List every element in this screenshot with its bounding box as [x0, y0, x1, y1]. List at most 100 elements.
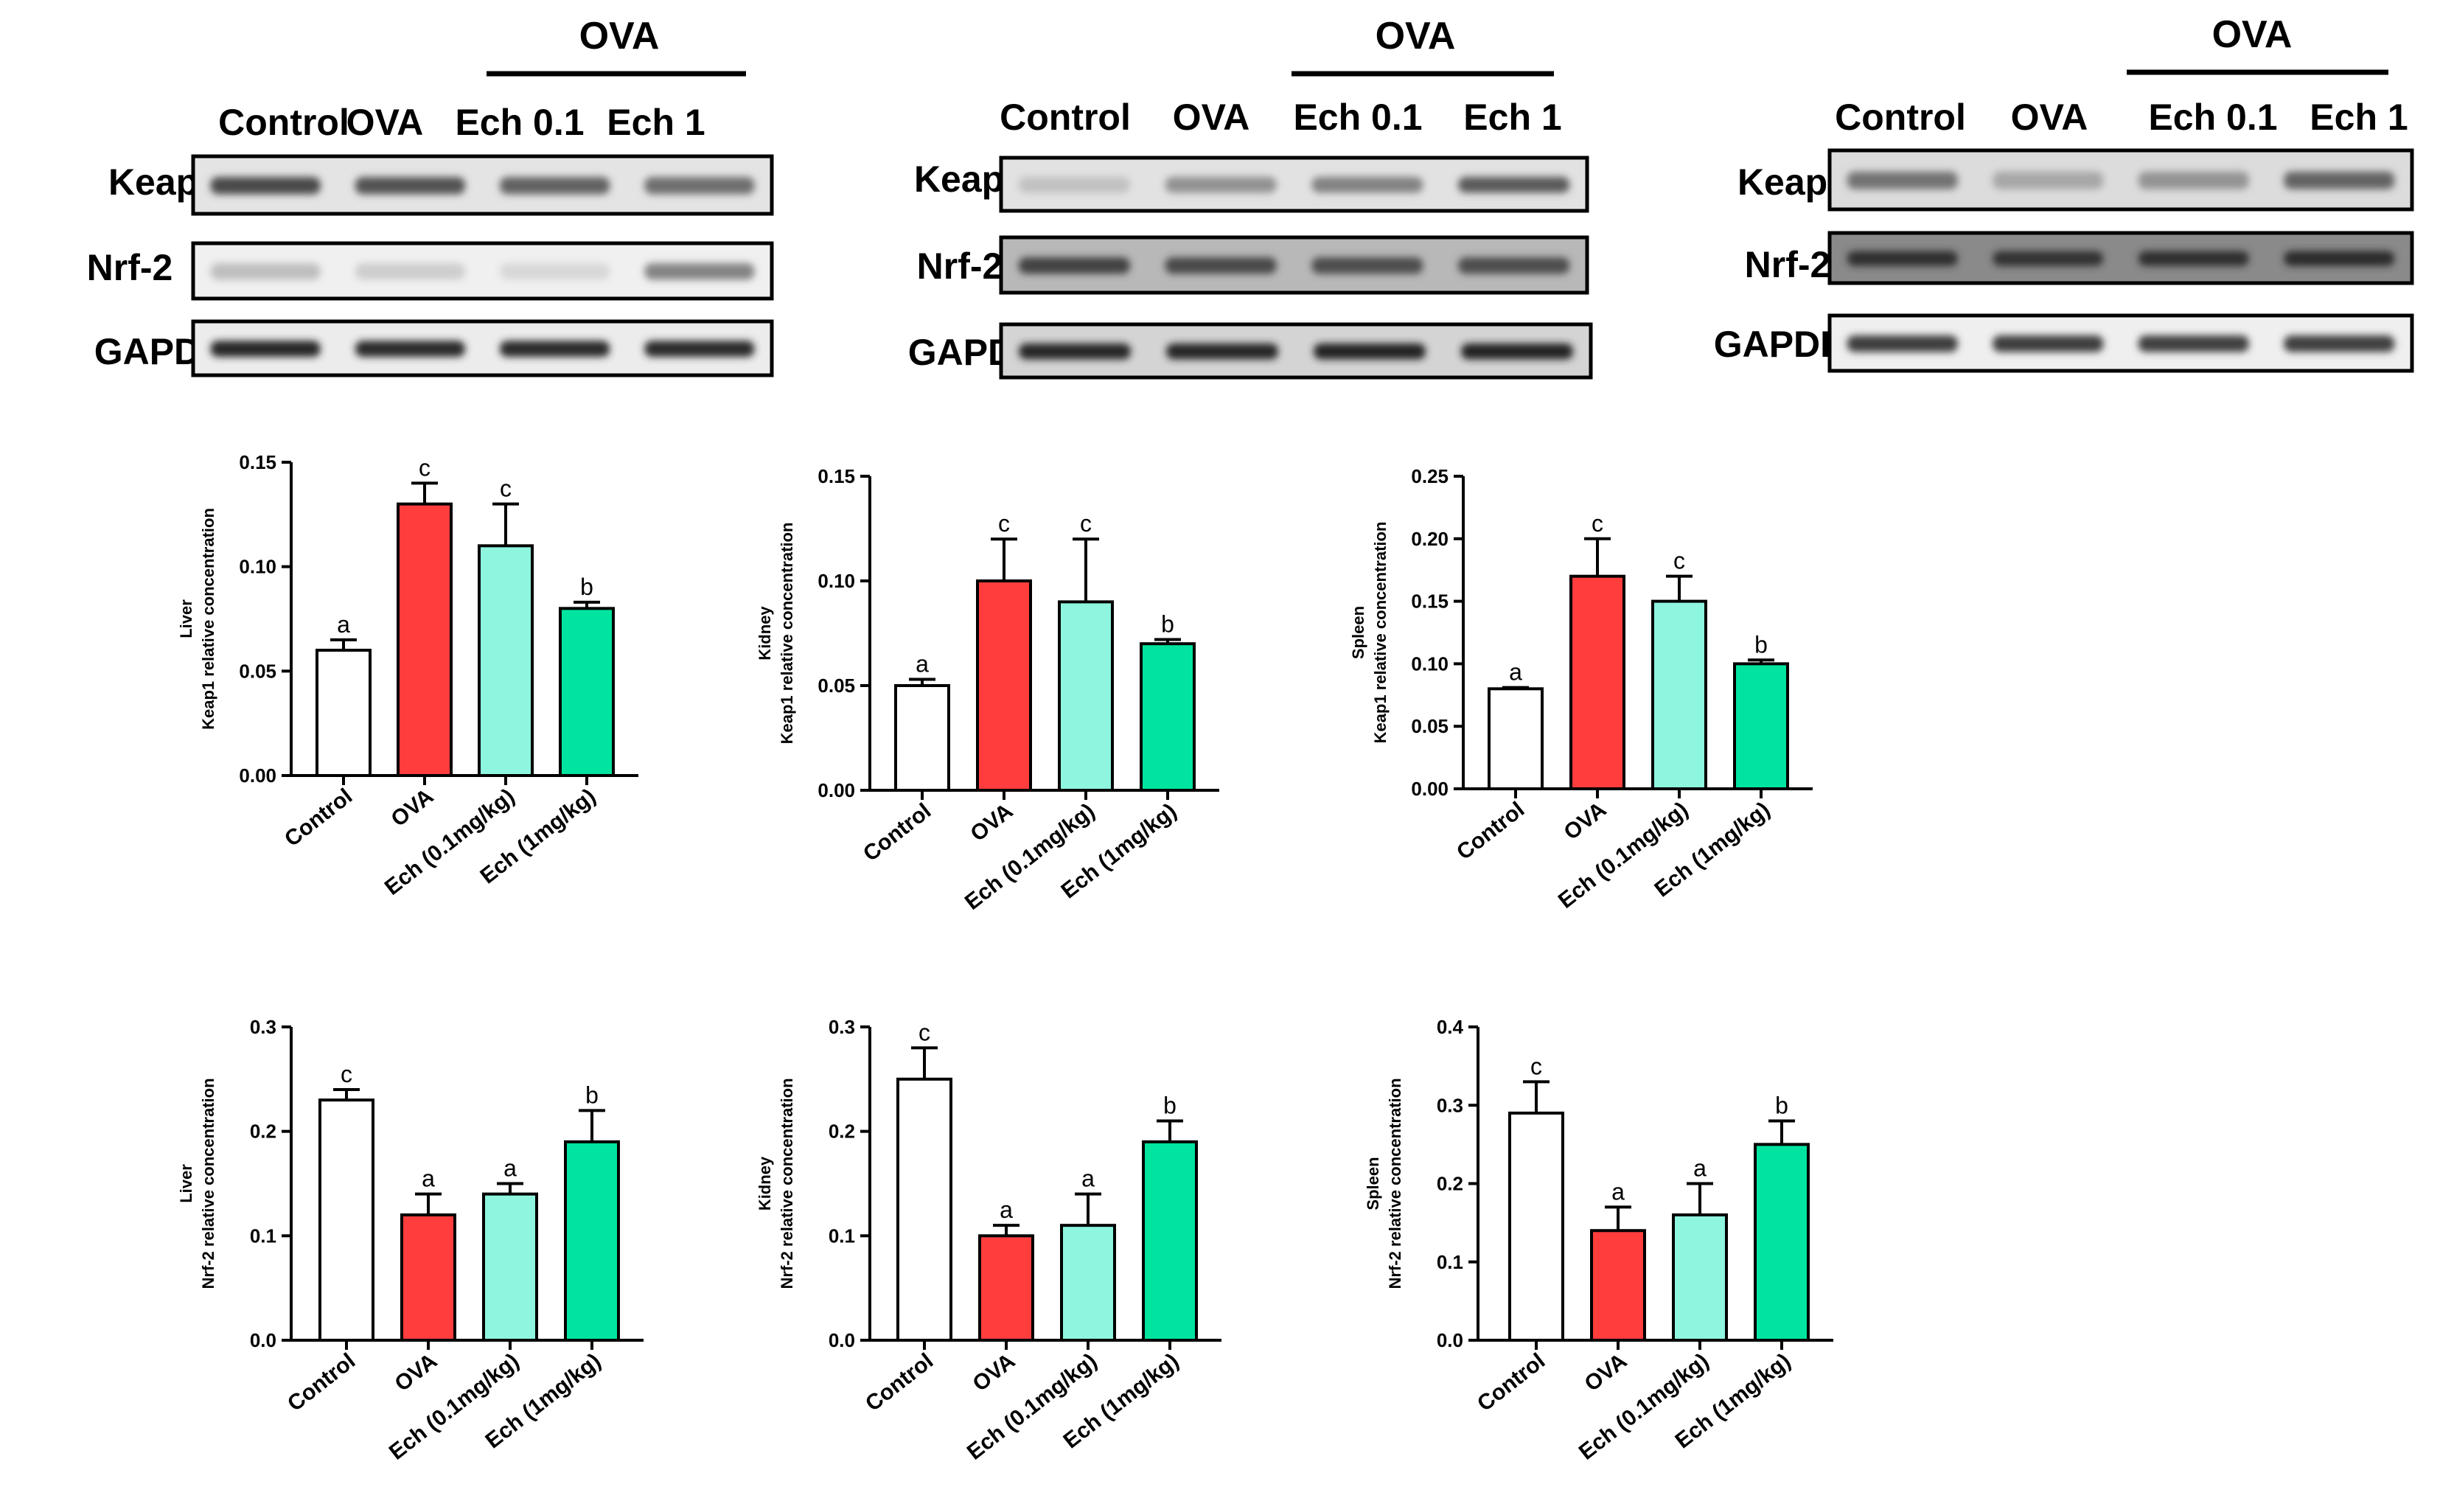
bar	[318, 1098, 374, 1342]
protein-band	[1165, 257, 1277, 274]
significance-label: b	[1775, 1093, 1788, 1119]
y-tick-label: 0.0	[1437, 1329, 1463, 1351]
bar-chart: 0.0 0.1 0.2 0.3 Liver Nrf-2 relative concentr…	[177, 1016, 644, 1465]
protein-band	[1018, 176, 1130, 193]
significance-label: c	[500, 475, 512, 502]
significance-label: a	[1611, 1178, 1625, 1205]
bar	[1140, 642, 1196, 792]
y-axis-label: Nrf-2 relative concentration	[1386, 1078, 1404, 1289]
protein-label: Nrf-2	[917, 245, 1003, 287]
y-tick-label: 0.25	[1411, 465, 1449, 487]
protein-band	[644, 263, 755, 280]
bar	[564, 1140, 620, 1342]
significance-label: a	[1081, 1166, 1095, 1192]
significance-label: b	[580, 574, 593, 600]
lane-label: Ech 1	[607, 102, 705, 143]
significance-label: b	[585, 1081, 599, 1108]
category-label: Control	[861, 1349, 938, 1417]
bar	[1590, 1229, 1646, 1342]
y-tick-label: 0.10	[1411, 652, 1449, 675]
y-axis-label: Spleen	[1349, 606, 1367, 659]
protein-label: Nrf-2	[87, 247, 173, 288]
protein-band	[1311, 257, 1423, 274]
category-label: OVA	[966, 799, 1018, 847]
protein-band	[644, 341, 755, 358]
significance-label: a	[337, 611, 350, 638]
significance-label: c	[419, 454, 431, 481]
bar	[559, 607, 615, 777]
bar	[482, 1192, 538, 1342]
bar	[1488, 687, 1544, 790]
significance-label: c	[919, 1019, 930, 1045]
protein-band	[2138, 251, 2249, 266]
bar-chart: 0.00 0.05 0.10 0.15 Kidney Keap1 relative con…	[756, 465, 1219, 915]
y-axis-label: Spleen	[1364, 1157, 1382, 1210]
bar-chart: 0.0 0.1 0.2 0.3 Kidney Nrf-2 relative concent…	[756, 1016, 1221, 1465]
y-tick-label: 0.4	[1437, 1016, 1464, 1038]
lane-label: Ech 0.1	[2148, 97, 2277, 138]
y-axis-label: Nrf-2 relative concentration	[199, 1078, 217, 1289]
protein-label: GAPDH	[1714, 324, 1847, 365]
y-tick-label: 0.1	[250, 1224, 276, 1247]
protein-band	[355, 263, 465, 280]
bar	[1060, 1224, 1116, 1342]
bar	[397, 502, 453, 778]
protein-band	[1019, 343, 1131, 360]
protein-band	[1847, 335, 1958, 352]
category-label: Control	[859, 799, 935, 867]
protein-band	[1993, 335, 2104, 352]
bar	[1058, 600, 1114, 792]
protein-band	[355, 177, 465, 195]
y-tick-label: 0.1	[1437, 1251, 1463, 1273]
category-label: OVA	[1560, 798, 1611, 846]
y-tick-label: 0.0	[829, 1329, 855, 1351]
protein-band	[210, 177, 321, 195]
y-tick-label: 0.2	[250, 1121, 276, 1143]
protein-band	[210, 341, 321, 358]
lane-label: Ech 0.1	[455, 102, 584, 143]
protein-band	[2284, 171, 2395, 189]
protein-band	[500, 177, 610, 195]
protein-band	[1166, 343, 1278, 360]
y-axis-label: Liver	[177, 1164, 195, 1203]
y-axis-label: Kidney	[756, 1156, 774, 1210]
significance-label: c	[1673, 548, 1685, 574]
protein-band	[500, 341, 610, 358]
category-label: Control	[280, 784, 357, 852]
bar-chart: 0.00 0.05 0.10 0.15 Liver Keap1 relative conc…	[177, 451, 638, 900]
significance-label: a	[1509, 659, 1522, 686]
y-tick-label: 0.1	[829, 1224, 855, 1247]
y-axis-label: Keap1 relative concentration	[1371, 522, 1390, 744]
category-label: OVA	[387, 784, 439, 832]
bar	[1569, 574, 1625, 790]
protein-band	[2138, 335, 2249, 352]
protein-band	[1311, 176, 1423, 193]
protein-band	[1993, 251, 2104, 266]
protein-band	[644, 177, 755, 195]
y-tick-label: 0.05	[818, 675, 855, 697]
y-tick-label: 0.3	[1437, 1094, 1463, 1116]
protein-band	[1847, 171, 1958, 189]
protein-band	[1458, 176, 1570, 193]
lane-label: Control	[1000, 97, 1131, 138]
y-tick-label: 0.10	[239, 556, 276, 578]
category-label: OVA	[969, 1349, 1020, 1397]
significance-label: b	[1161, 611, 1174, 638]
protein-label: Nrf-2	[1745, 244, 1831, 285]
lane-label: Ech 1	[1463, 97, 1561, 138]
treatment-label: OVA	[2212, 13, 2293, 56]
protein-band	[2284, 251, 2395, 266]
bar	[478, 544, 534, 777]
protein-band	[2284, 335, 2395, 352]
protein-band	[210, 263, 321, 280]
y-tick-label: 0.20	[1411, 528, 1449, 550]
category-label: Control	[1473, 1349, 1550, 1417]
lane-label: Control	[218, 102, 349, 143]
y-tick-label: 0.15	[818, 465, 855, 487]
significance-label: a	[503, 1155, 517, 1182]
